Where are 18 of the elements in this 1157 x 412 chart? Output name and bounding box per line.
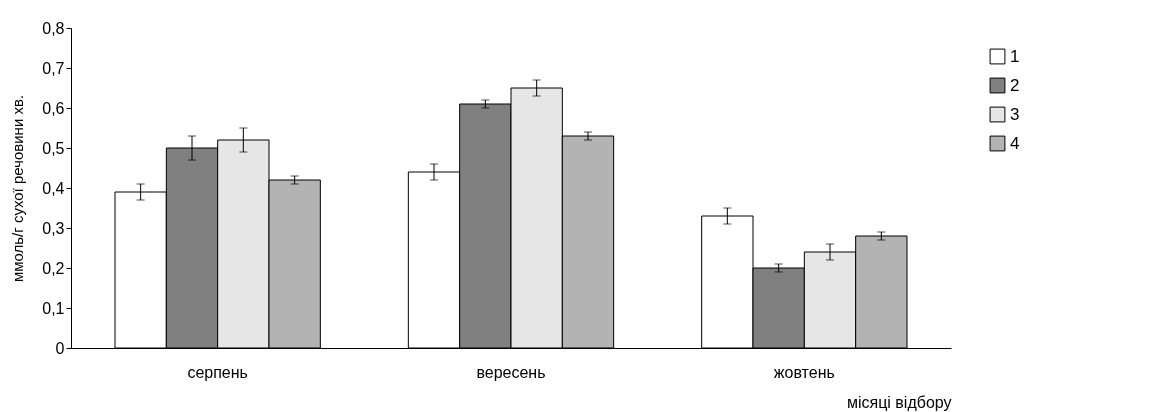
y-tick-label: 0,8 (42, 19, 65, 37)
y-tick-label: 0,4 (42, 179, 65, 197)
legend-label: 4 (1010, 133, 1020, 153)
y-tick-label: 0,1 (42, 299, 65, 317)
y-tick-label: 0,3 (42, 219, 65, 237)
y-tick-label: 0,7 (42, 59, 65, 77)
x-tick-label: серпень (187, 363, 248, 381)
y-axis-title: ммоль/г сухої речовини хв. (9, 94, 27, 283)
legend-label: 2 (1010, 75, 1020, 95)
x-tick-label: жовтень (773, 363, 835, 381)
legend-label: 3 (1010, 104, 1020, 124)
legend-label: 1 (1010, 46, 1020, 66)
y-tick-label: 0,5 (42, 139, 65, 157)
y-tick-label: 0 (55, 339, 65, 357)
x-tick-label: вересень (476, 363, 546, 381)
y-tick-label: 0,6 (42, 99, 65, 117)
x-axis-title: місяці відбору (846, 393, 952, 411)
y-tick-label: 0,2 (42, 259, 65, 277)
